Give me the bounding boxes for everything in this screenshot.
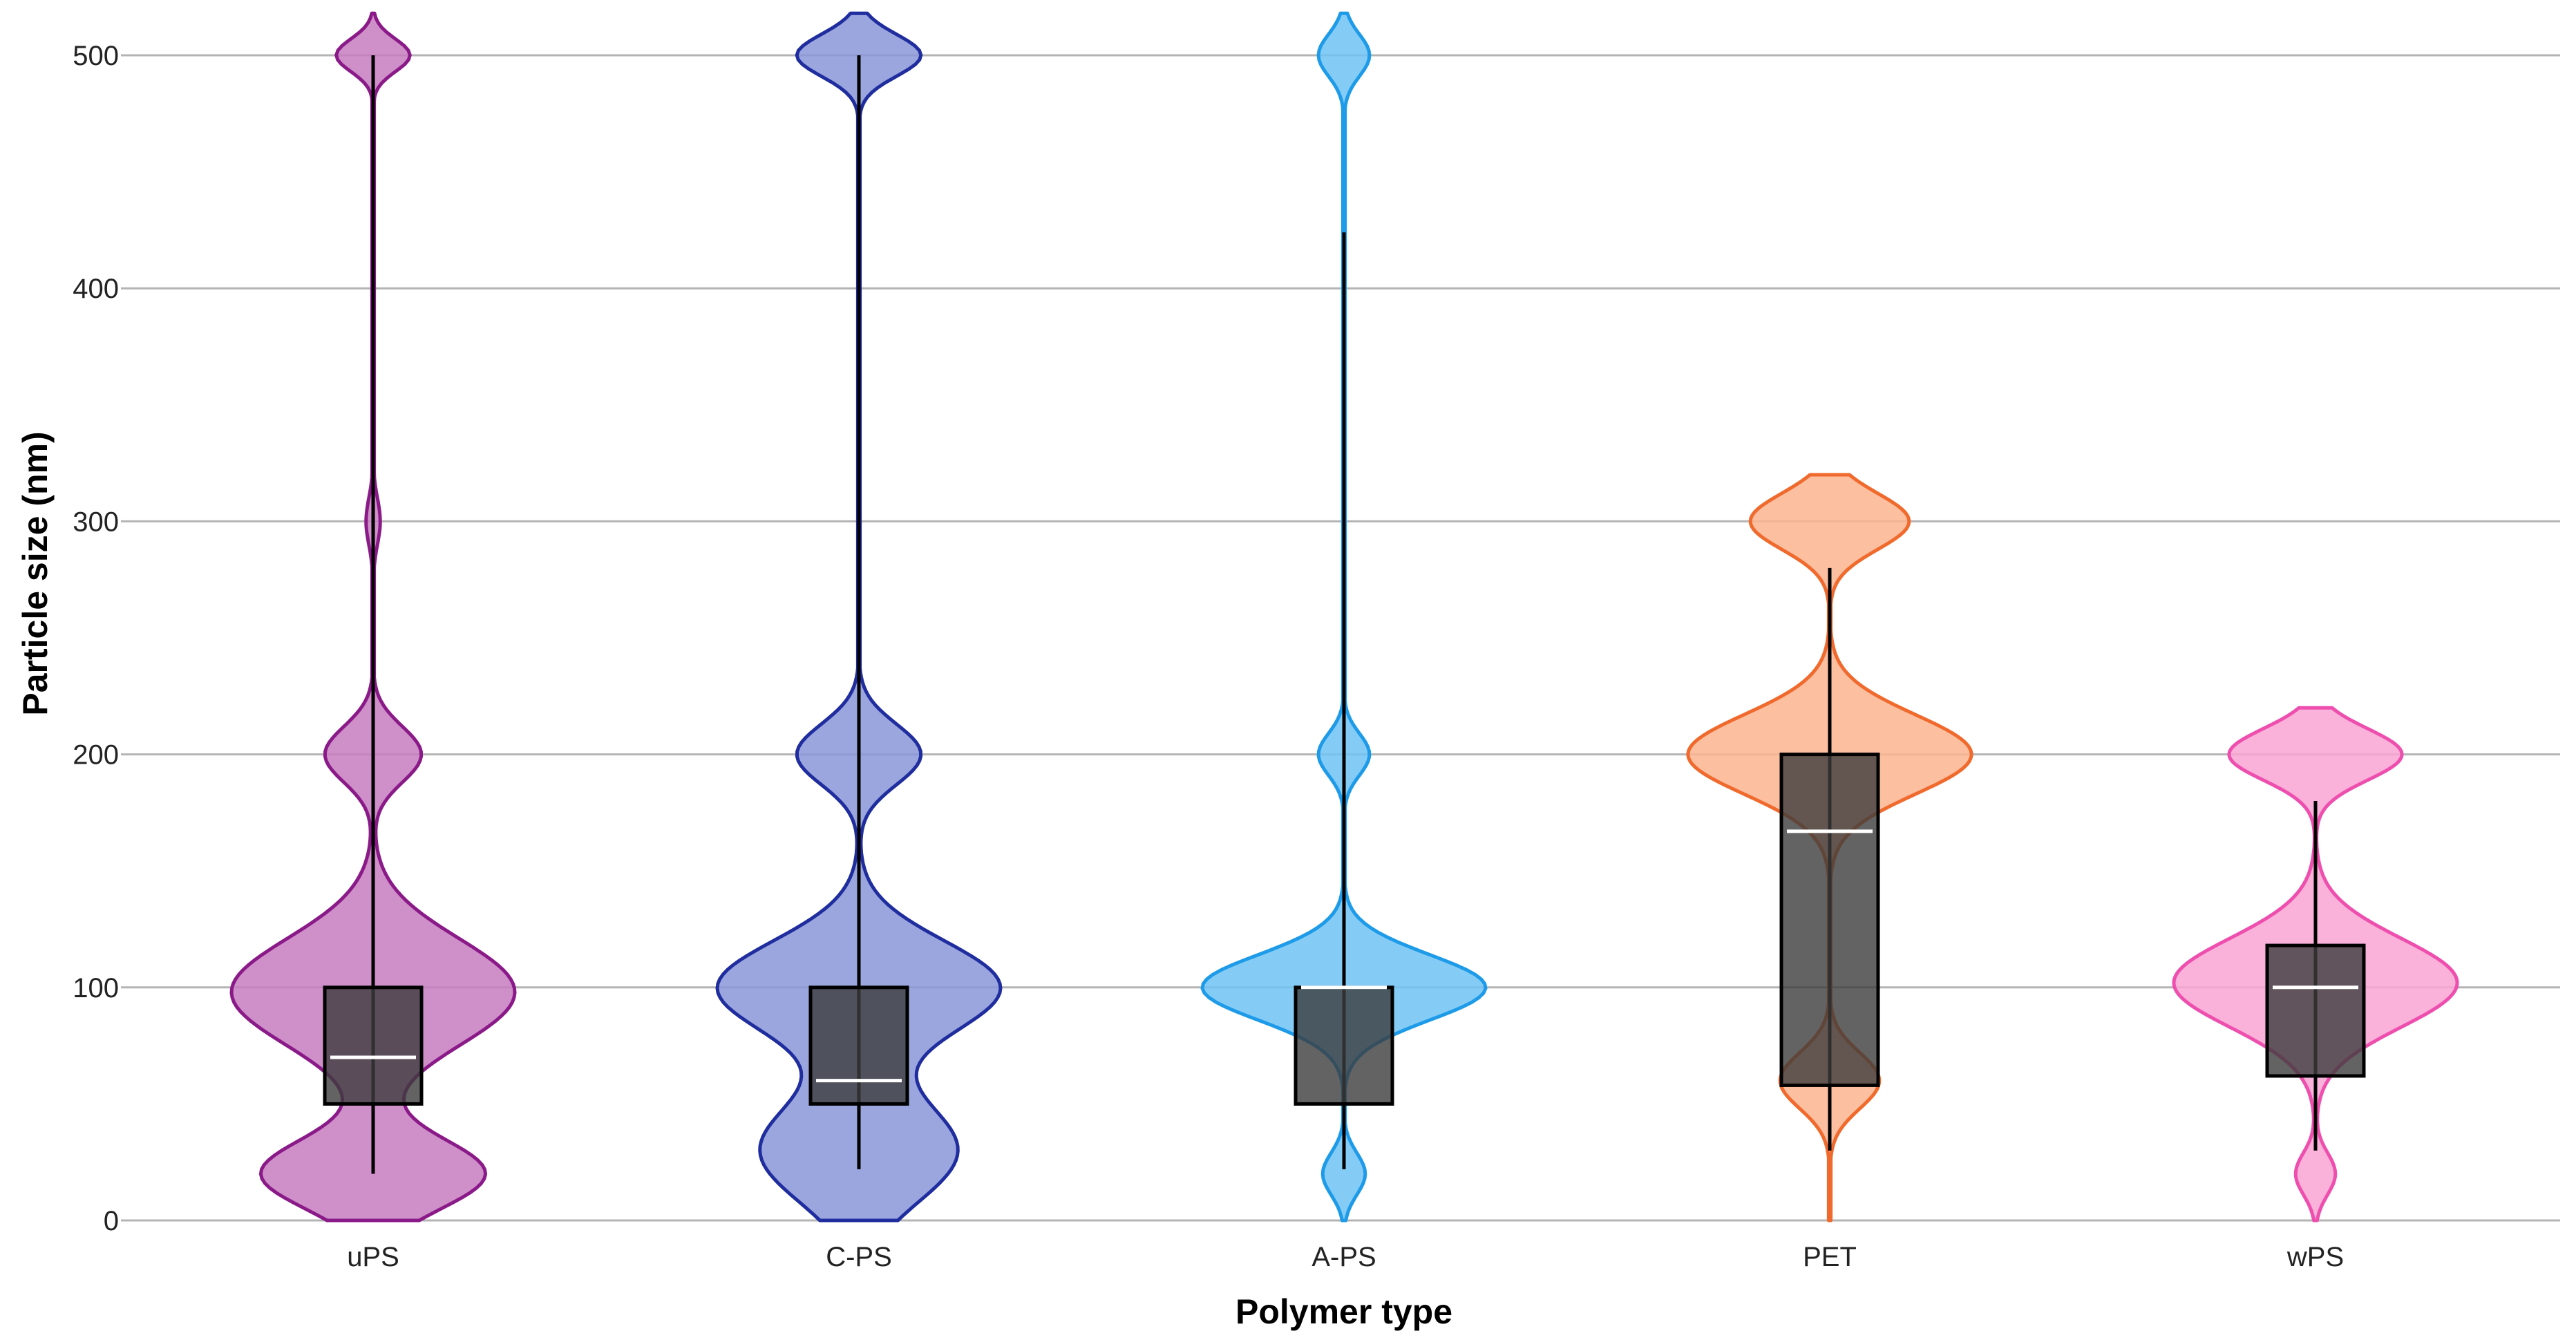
violin-group-PET <box>1686 473 1973 1223</box>
violin-group-wPS <box>2172 706 2459 1223</box>
y-tick-label-200: 200 <box>73 740 119 771</box>
x-axis-title: Polymer type <box>1235 1292 1452 1331</box>
y-tick-label-0: 0 <box>104 1206 119 1236</box>
box-wPS <box>2265 943 2366 1078</box>
x-tick-label-PET: PET <box>1803 1242 1857 1272</box>
x-tick-label-uPS: uPS <box>347 1242 399 1272</box>
x-tick-label-A-PS: A-PS <box>1311 1242 1376 1272</box>
violin-group-uPS <box>229 11 517 1223</box>
y-axis-ticks: 0 100 200 300 400 500 <box>73 41 119 1236</box>
y-tick-label-400: 400 <box>73 274 119 304</box>
box-A-PS <box>1294 985 1394 1106</box>
y-axis-title: Particle size (nm) <box>16 431 55 715</box>
plot-area <box>229 11 2459 1223</box>
y-tick-label-500: 500 <box>73 41 119 71</box>
y-tick-label-100: 100 <box>73 973 119 1003</box>
x-tick-label-wPS: wPS <box>2286 1242 2344 1272</box>
y-tick-label-300: 300 <box>73 507 119 537</box>
violin-group-A-PS <box>1200 11 1488 1223</box>
box-C-PS <box>808 985 909 1106</box>
x-axis-ticks: uPS C-PS A-PS PET wPS <box>347 1242 2344 1272</box>
x-tick-label-C-PS: C-PS <box>826 1242 892 1272</box>
box-PET <box>1779 753 1880 1087</box>
box-uPS <box>323 985 424 1106</box>
violin-group-C-PS <box>715 11 1003 1223</box>
